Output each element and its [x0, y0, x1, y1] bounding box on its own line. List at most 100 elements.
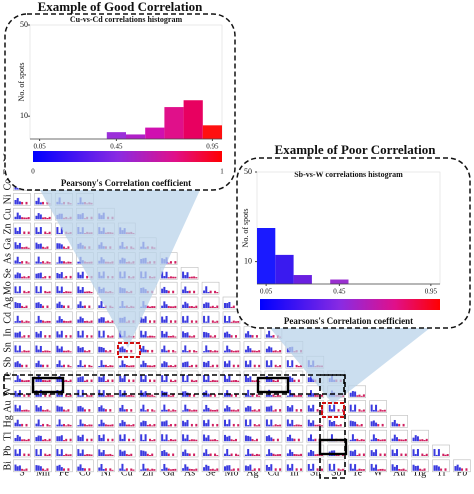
mini-histogram-bar — [44, 247, 47, 249]
mini-histogram-bar — [214, 409, 217, 412]
mini-histogram-bar — [37, 231, 40, 234]
column-label: Cu — [121, 467, 133, 478]
mini-histogram-bar — [56, 345, 59, 353]
mini-histogram-bar — [358, 425, 361, 427]
mini-histogram-bar — [56, 364, 59, 368]
mini-histogram-bar — [25, 364, 28, 368]
mini-histogram-bar — [69, 454, 72, 456]
mini-histogram-bar — [27, 291, 30, 294]
mini-histogram-bar — [244, 454, 247, 456]
column-label: Fe — [59, 467, 70, 478]
mini-histogram-bar — [63, 277, 65, 279]
mini-histogram-bar — [16, 361, 19, 368]
mini-histogram-bar — [416, 465, 419, 471]
mini-histogram-bar — [58, 436, 61, 442]
mini-histogram-bar — [123, 469, 126, 471]
matrix-cell — [411, 444, 429, 458]
mini-histogram-bar — [211, 439, 214, 442]
mini-histogram-bar — [18, 201, 21, 205]
histogram-title: Cu-vs-Cd correlations histogram — [70, 15, 183, 24]
mini-histogram-bar — [90, 335, 93, 338]
mini-histogram-bar — [163, 404, 166, 412]
mini-histogram-bar — [310, 468, 312, 471]
mini-histogram-bar — [77, 435, 80, 442]
mini-histogram-bar — [272, 438, 275, 442]
mini-histogram-bar — [81, 347, 84, 353]
mini-histogram-bar — [60, 467, 63, 471]
histogram-bar — [145, 127, 165, 139]
mini-histogram-bar — [307, 437, 310, 442]
mini-histogram-bar — [207, 393, 210, 397]
mini-histogram-bar — [398, 439, 401, 442]
mini-histogram-bar — [188, 394, 191, 397]
mini-histogram-bar — [37, 407, 40, 412]
mini-histogram-bar — [209, 409, 212, 412]
mini-histogram-bar — [56, 262, 59, 264]
mini-histogram-bar — [58, 348, 61, 353]
mini-histogram-bar — [167, 349, 170, 353]
mini-histogram-bar — [321, 394, 323, 397]
mini-histogram-bar — [186, 291, 189, 294]
mini-histogram-bar — [195, 439, 198, 442]
mini-histogram-bar — [27, 217, 30, 220]
mini-histogram-bar — [25, 468, 28, 471]
mini-histogram-bar — [67, 305, 70, 308]
mini-histogram-bar — [195, 409, 198, 412]
mini-histogram-bar — [90, 379, 93, 382]
mini-histogram-bar — [102, 450, 105, 456]
mini-histogram-bar — [276, 351, 279, 353]
mini-histogram-bar — [46, 350, 49, 353]
mini-histogram-bar — [291, 463, 294, 471]
mini-histogram-bar — [88, 291, 91, 294]
mini-histogram-bar — [107, 335, 110, 338]
mini-histogram-bar — [86, 275, 89, 279]
mini-histogram-bar — [279, 424, 282, 427]
mini-histogram-bar — [16, 244, 19, 249]
mini-histogram-bar — [237, 380, 240, 382]
mini-histogram-bar — [209, 366, 212, 368]
mini-histogram-bar — [23, 469, 26, 471]
mini-histogram-bar — [272, 379, 275, 382]
mini-histogram-bar — [232, 380, 235, 382]
mini-histogram-bar — [25, 261, 28, 264]
mini-histogram-bar — [86, 379, 89, 382]
mini-histogram-bar — [56, 303, 59, 308]
mini-histogram-bar — [370, 404, 373, 412]
mini-histogram-bar — [216, 380, 219, 382]
mini-histogram-bar — [14, 390, 17, 397]
mini-histogram-bar — [195, 423, 198, 427]
mini-histogram-bar — [253, 424, 256, 427]
mini-histogram-bar — [172, 290, 175, 294]
mini-histogram-bar — [21, 336, 24, 338]
mini-histogram-bar — [265, 406, 268, 412]
mini-histogram-bar — [46, 233, 49, 234]
mini-histogram-bar — [316, 424, 319, 427]
mini-histogram-bar — [446, 454, 449, 456]
mini-histogram-bar — [90, 320, 93, 323]
zoom-cone — [270, 328, 430, 404]
mini-histogram-bar — [121, 438, 124, 442]
mini-histogram-bar — [274, 350, 277, 353]
highlights — [3, 190, 430, 479]
mini-histogram-bar — [228, 360, 231, 368]
mini-histogram-bar — [109, 349, 112, 353]
mini-histogram-bar — [42, 423, 45, 427]
mini-histogram-bar — [104, 395, 107, 397]
mini-histogram-bar — [244, 465, 247, 471]
mini-histogram-bar — [37, 465, 40, 471]
mini-histogram-bar — [396, 423, 398, 427]
mini-histogram-bar — [375, 422, 378, 427]
mini-histogram-bar — [35, 302, 38, 308]
mini-histogram-bar — [100, 301, 103, 308]
mini-histogram-bar — [193, 276, 196, 279]
mini-histogram-bar — [25, 277, 28, 279]
mini-histogram-bar — [23, 453, 26, 456]
column-label: Pb — [457, 467, 468, 478]
mini-histogram-bar — [224, 375, 226, 382]
mini-histogram-bar — [330, 409, 333, 412]
mini-histogram-bar — [188, 365, 191, 368]
mini-histogram-bar — [111, 395, 114, 397]
mini-histogram-bar — [163, 380, 166, 382]
mini-histogram-bar — [400, 469, 403, 471]
mini-histogram-bar — [69, 366, 72, 368]
